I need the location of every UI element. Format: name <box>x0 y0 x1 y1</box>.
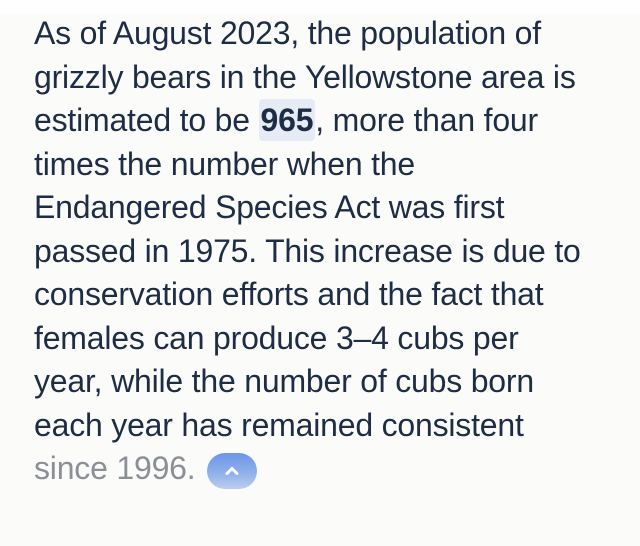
answer-line: conservation efforts and the fact that <box>34 276 544 312</box>
answer-line: year, while the number of cubs born <box>34 363 534 399</box>
muted-text-segment: since 1996. <box>34 450 196 486</box>
answer-line: since 1996. <box>34 447 620 491</box>
highlighted-value: 965 <box>258 99 316 141</box>
answer-text-segment: estimated to be <box>34 102 259 138</box>
answer-line: estimated to be 965, more than four <box>34 99 620 143</box>
answer-line: grizzly bears in the Yellowstone area is <box>34 58 576 95</box>
answer-line: each year has remained consistent <box>34 406 524 443</box>
answer-line: As of August 2023, the population of <box>34 15 541 51</box>
answer-line: passed in 1975. This increase is due to <box>34 232 581 269</box>
answer-line: times the number when the <box>34 145 415 182</box>
answer-text: As of August 2023, the population of gri… <box>34 12 620 491</box>
answer-line: females can produce 3–4 cubs per <box>34 319 519 356</box>
collapse-button[interactable] <box>207 452 258 489</box>
chevron-up-icon <box>221 460 243 482</box>
answer-line: Endangered Species Act was first <box>34 189 505 225</box>
answer-text-segment: , more than four <box>315 102 538 138</box>
